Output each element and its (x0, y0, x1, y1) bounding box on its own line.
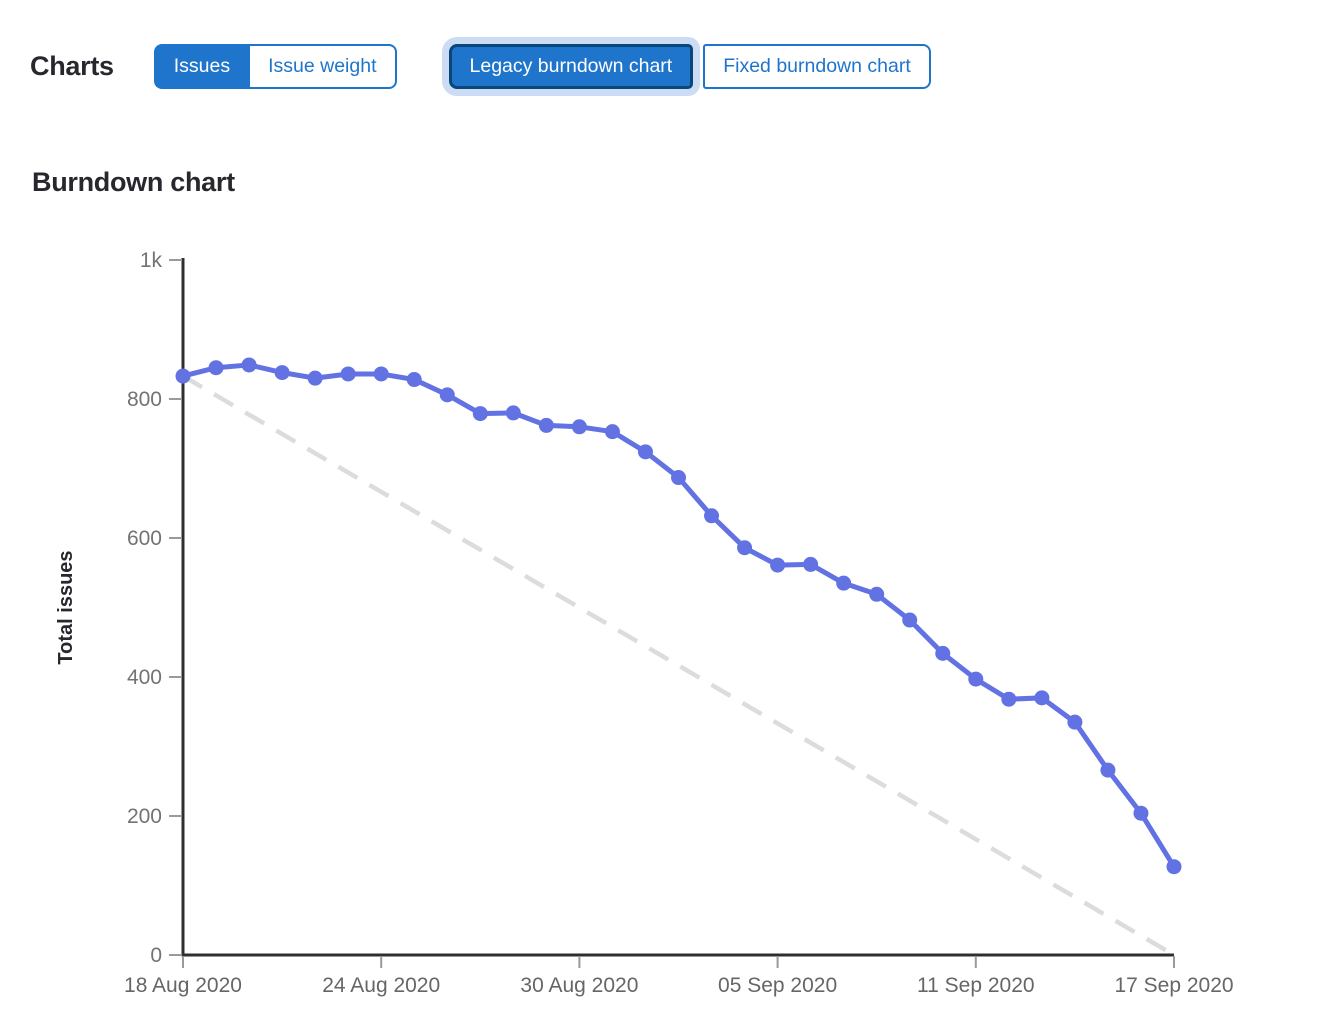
x-tick-label: 24 Aug 2020 (322, 974, 440, 997)
data-point[interactable] (373, 366, 389, 382)
data-point[interactable] (274, 365, 290, 381)
data-point[interactable] (1100, 762, 1116, 778)
data-point[interactable] (968, 671, 984, 687)
page-title: Burndown chart (32, 167, 235, 197)
data-point[interactable] (571, 419, 587, 435)
y-tick-label: 200 (127, 805, 162, 828)
chart-type-toggle-group: Legacy burndown chart Fixed burndown cha… (448, 44, 931, 89)
issue-weight-toggle-button[interactable]: Issue weight (248, 44, 397, 89)
charts-label: Charts (30, 51, 114, 81)
data-point[interactable] (1133, 805, 1149, 821)
data-point[interactable] (340, 366, 356, 382)
fixed-burndown-chart-button[interactable]: Fixed burndown chart (703, 44, 931, 89)
data-point[interactable] (671, 470, 686, 486)
data-point[interactable] (505, 405, 521, 421)
burndown-chart-svg: 0 200 400 600 800 1k 18 Aug 2020 24 Aug 2020 30 … (55, 249, 1234, 997)
data-point[interactable] (737, 540, 753, 556)
metric-toggle-group: Issues Issue weight (153, 44, 397, 89)
data-point[interactable] (1034, 690, 1050, 706)
data-point[interactable] (902, 612, 918, 628)
y-tick-label: 800 (127, 388, 162, 411)
x-tick-label: 18 Aug 2020 (124, 974, 242, 997)
data-point[interactable] (472, 406, 488, 422)
data-point[interactable] (836, 575, 852, 591)
y-tick-label: 0 (150, 944, 162, 967)
data-point[interactable] (803, 556, 819, 572)
legacy-burndown-chart-button[interactable]: Legacy burndown chart (448, 44, 694, 89)
x-tick-label: 05 Sep 2020 (718, 974, 837, 997)
data-point[interactable] (538, 417, 554, 433)
burndown-chart: 0 200 400 600 800 1k 18 Aug 2020 24 Aug 2020 30 … (0, 240, 1326, 1028)
data-point[interactable] (604, 424, 620, 440)
data-point[interactable] (307, 370, 323, 386)
data-point[interactable] (1166, 859, 1182, 875)
ideal-guideline (181, 374, 1176, 957)
data-point[interactable] (439, 387, 455, 403)
data-point[interactable] (637, 444, 653, 460)
data-point[interactable] (208, 360, 224, 376)
data-point[interactable] (241, 357, 257, 373)
data-point[interactable] (406, 372, 422, 388)
charts-header: Charts Issues Issue weight Legacy burndo… (30, 44, 931, 89)
x-tick-label: 30 Aug 2020 (520, 974, 638, 997)
y-tick-label: 400 (127, 666, 162, 689)
data-point[interactable] (1067, 714, 1083, 730)
data-point[interactable] (704, 508, 720, 524)
data-point[interactable] (869, 586, 885, 602)
issues-toggle-button[interactable]: Issues (153, 44, 249, 89)
y-tick-label: 600 (127, 527, 162, 550)
x-tick-label: 17 Sep 2020 (1114, 974, 1233, 997)
data-point[interactable] (175, 368, 191, 384)
data-point[interactable] (1001, 691, 1017, 707)
data-point[interactable] (770, 557, 786, 573)
series-line (180, 362, 1177, 870)
y-axis-title: Total issues (55, 550, 77, 664)
y-tick-label: 1k (140, 249, 163, 272)
data-point[interactable] (935, 645, 951, 661)
x-tick-label: 11 Sep 2020 (917, 974, 1035, 997)
